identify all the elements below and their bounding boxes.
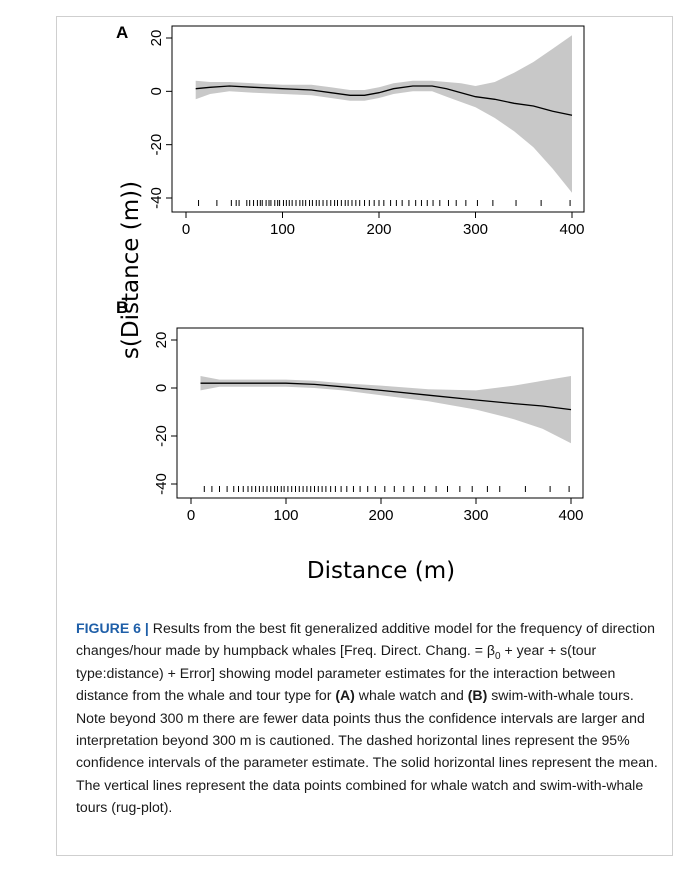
figure-caption: FIGURE 6 | Results from the best fit gen…: [76, 617, 661, 819]
y-axis-title: s(Distance (m)): [118, 181, 144, 359]
panel-a-x-tick-label: 200: [366, 221, 391, 238]
panel-b-x-tick-label: 100: [273, 507, 298, 524]
panel-b-y-tick-label: -40: [153, 473, 170, 495]
panel-b-x-tick-label: 400: [558, 507, 583, 524]
caption-text-1: Results from the best fit generalized ad…: [76, 620, 655, 659]
panel-b-mean-line: [200, 382, 572, 411]
caption-ref-a: (A): [335, 687, 355, 704]
panel-a-frame: [171, 25, 585, 213]
panel-a-x-tick-label: 0: [182, 221, 190, 238]
panel-a-y-tick-label: -40: [148, 187, 165, 209]
caption-ref-b: (B): [467, 687, 488, 704]
panel-a-label: A: [116, 23, 128, 42]
caption-subscript: 0: [495, 651, 501, 663]
panel-b-y-tick-label: 20: [153, 332, 170, 349]
panel-a-y-tick-label: 20: [148, 30, 165, 47]
panel-b-y-tick-label: -20: [153, 425, 170, 447]
panel-b-y-tick-label: 0: [153, 384, 170, 392]
panel-b-label: B: [116, 298, 128, 317]
panel-b-x-tick-label: 200: [368, 507, 393, 524]
x-axis-title: Distance (m): [307, 558, 455, 584]
caption-text-3: whale watch and: [354, 687, 468, 704]
figure-frame: [56, 16, 673, 856]
panel-a-mean-line: [195, 85, 573, 116]
panel-b-x-tick-label: 300: [463, 507, 488, 524]
figure-plots: s(Distance (m)) A 0 100 200 300 400200-20-40…: [116, 23, 585, 584]
panel-a-y-tick-label: 0: [148, 87, 165, 95]
panel-b-frame: [176, 327, 584, 499]
panel-a-confidence-band: [195, 35, 572, 193]
panel-a-x-tick-label: 100: [270, 221, 295, 238]
panel-a-x-tick-label: 400: [559, 221, 584, 238]
caption-text-4: swim-with-whale tours. Note beyond 300 m…: [76, 687, 658, 816]
panel-b-confidence-band: [200, 376, 571, 444]
caption-text-2: + year + s(tour type:distance) + Error] …: [76, 642, 616, 704]
panel-a-x-tick-label: 300: [463, 221, 488, 238]
caption-figure-label: FIGURE 6 |: [76, 620, 149, 636]
panel-a-y-tick-label: -20: [148, 134, 165, 156]
panel-b-x-tick-label: 0: [187, 507, 195, 524]
